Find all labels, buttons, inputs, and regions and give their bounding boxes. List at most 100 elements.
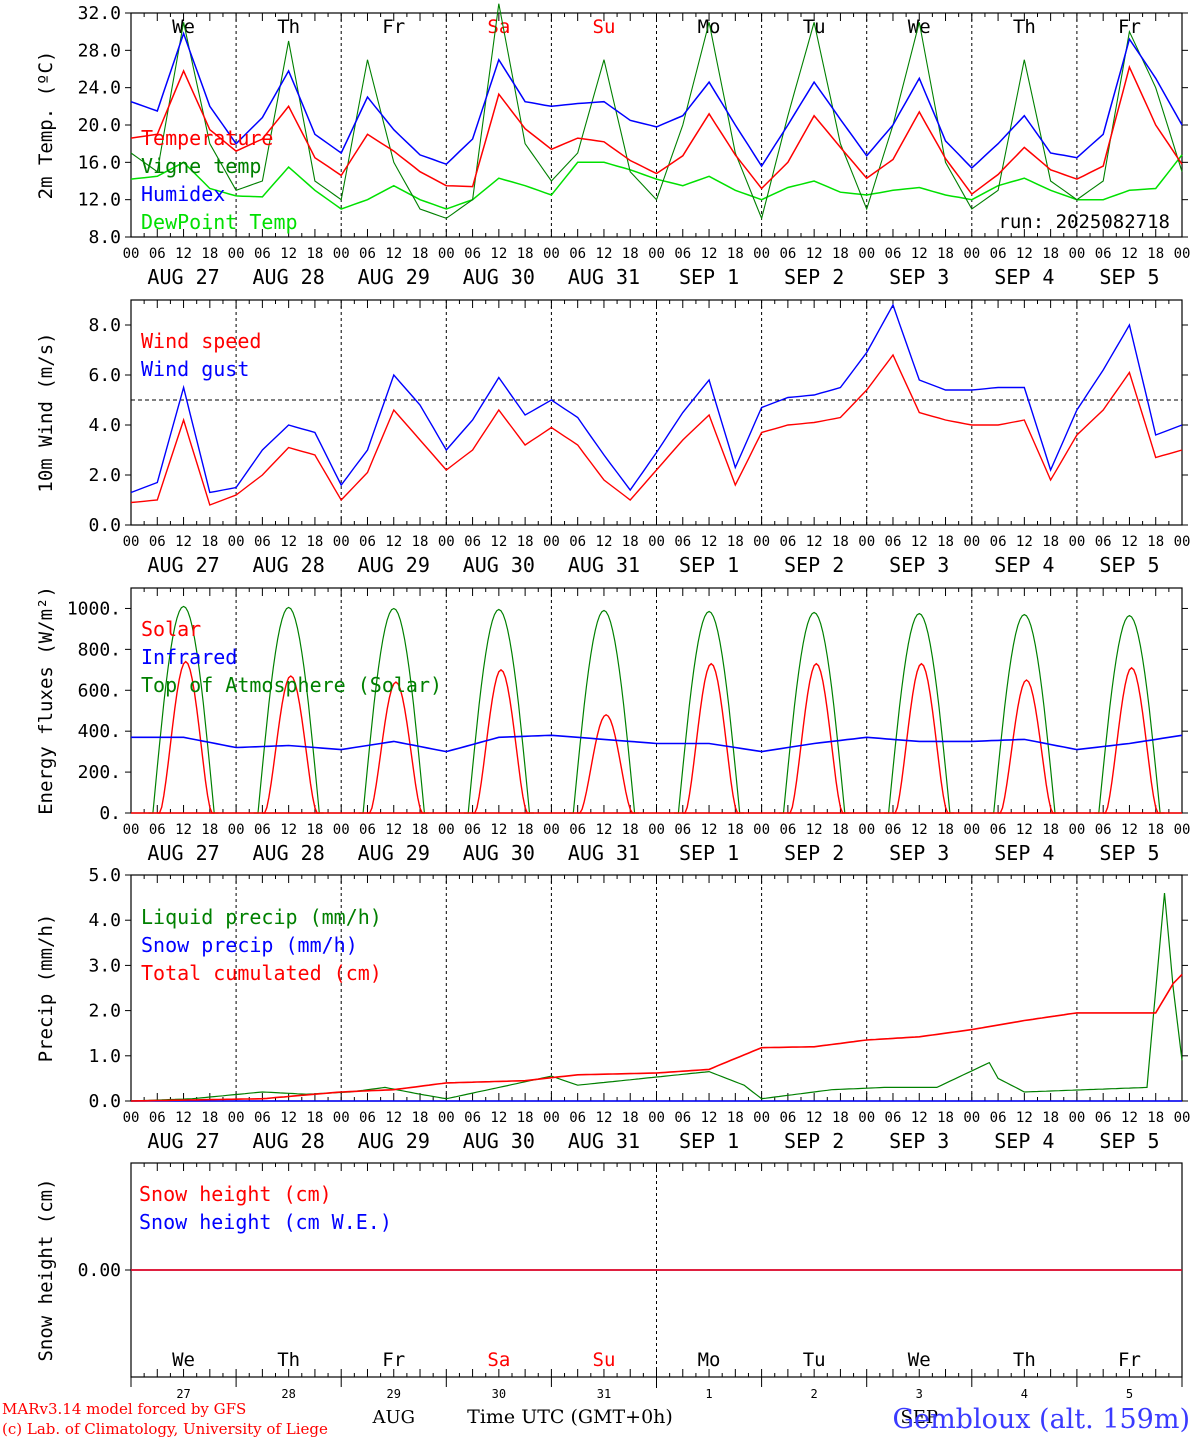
y-tick-label: 6.0 [88,365,121,386]
weekday-label: Fr [1118,1349,1141,1371]
x-date-label: AUG 31 [568,265,640,289]
x-hour-label: 18 [201,822,218,838]
x-hour-label: 00 [228,1110,245,1126]
x-date-label: AUG 29 [358,553,430,577]
x-hour-label: 12 [1121,246,1138,262]
y-tick-label: 3.0 [88,955,121,976]
weekday-label: We [172,1349,195,1371]
x-date-label: SEP 1 [679,1129,739,1153]
x-hour-label: 00 [648,534,665,550]
y-tick-label: 24.0 [78,78,121,99]
x-hour-label: 18 [412,822,429,838]
x-hour-label: 12 [701,822,718,838]
x-hour-label: 12 [806,534,823,550]
x-hour-label: 00 [858,1110,875,1126]
weekday-label: Sa [487,16,510,38]
y-tick-label: 2.0 [88,1001,121,1022]
x-hour-label: 00 [753,246,770,262]
x-date-label: AUG 27 [147,841,219,865]
x-hour-label: 00 [858,534,875,550]
panel-frame [130,299,1183,526]
y-tick-label: 4.0 [88,910,121,931]
x-hour-label: 12 [1016,534,1033,550]
x-date-label: AUG 30 [463,553,535,577]
day-number-label: 27 [176,1387,190,1401]
x-hour-label: 00 [1174,534,1191,550]
y-tick-label: 16.0 [78,152,121,173]
x-hour-label: 18 [1042,534,1059,550]
x-hour-label: 18 [727,1110,744,1126]
x-hour-label: 12 [806,1110,823,1126]
x-date-label: AUG 30 [463,841,535,865]
x-hour-label: 12 [385,534,402,550]
x-hour-label: 06 [569,246,586,262]
x-hour-label: 06 [674,822,691,838]
x-hour-label: 00 [123,1110,140,1126]
y-tick-label: 8.0 [88,227,121,248]
x-date-label: AUG 30 [463,1129,535,1153]
month-label: AUG [371,1407,415,1428]
weekday-label: Fr [382,16,405,38]
x-date-label: AUG 27 [147,553,219,577]
weekday-label: Su [593,16,616,38]
x-hour-label: 18 [1147,246,1164,262]
x-hour-label: 06 [885,1110,902,1126]
series-line [367,681,425,814]
x-hour-label: 12 [1016,822,1033,838]
y-tick-label: 0.00 [78,1260,121,1281]
series-line [1094,614,1165,814]
x-hour-label: 12 [911,534,928,550]
series-line [577,713,635,814]
series-line [674,610,745,814]
x-hour-label: 06 [990,246,1007,262]
x-hour-label: 06 [569,1110,586,1126]
x-date-label: AUG 30 [463,265,535,289]
x-hour-label: 06 [149,534,166,550]
x-hour-label: 00 [858,822,875,838]
x-hour-label: 12 [596,1110,613,1126]
x-hour-label: 18 [937,1110,954,1126]
y-tick-label: 8.0 [88,315,121,336]
x-hour-label: 12 [596,534,613,550]
month-label: SEP [900,1407,938,1428]
x-hour-label: 06 [464,246,481,262]
x-hour-label: 06 [674,534,691,550]
x-hour-label: 12 [175,822,192,838]
y-tick-label: 1.0 [88,1046,121,1067]
x-date-label: AUG 28 [253,553,325,577]
series-line [130,154,1183,210]
x-hour-label: 00 [963,246,980,262]
x-date-label: AUG 28 [253,1129,325,1153]
x-hour-label: 06 [569,534,586,550]
series-line [463,608,534,814]
x-hour-label: 12 [385,246,402,262]
legend-entry: Total cumulated (cm) [141,961,382,985]
series-line [472,668,530,814]
x-hour-label: 18 [1147,822,1164,838]
x-hour-label: 06 [674,246,691,262]
x-hour-label: 18 [1042,1110,1059,1126]
x-hour-label: 12 [911,822,928,838]
x-hour-label: 00 [543,534,560,550]
x-hour-label: 18 [201,534,218,550]
day-number-label: 1 [705,1387,712,1401]
x-hour-label: 00 [543,1110,560,1126]
x-date-label: SEP 3 [889,1129,949,1153]
legend-entry: Humidex [141,182,225,206]
x-date-label: SEP 5 [1099,1129,1159,1153]
weekday-label: Th [1013,1349,1036,1371]
x-hour-label: 00 [1174,822,1191,838]
x-date-label: SEP 4 [994,841,1054,865]
x-hour-label: 18 [622,822,639,838]
x-hour-label: 06 [779,534,796,550]
x-hour-label: 06 [254,1110,271,1126]
x-date-label: AUG 28 [253,841,325,865]
legend-entry: Top of Atmosphere (Solar) [141,673,442,697]
y-tick-label: 20.0 [78,115,121,136]
x-hour-label: 18 [1147,1110,1164,1126]
x-hour-label: 06 [885,246,902,262]
y-axis-label: Energy fluxes (W/m²) [35,586,57,815]
x-hour-label: 12 [1121,1110,1138,1126]
x-hour-label: 00 [858,246,875,262]
x-hour-label: 12 [490,246,507,262]
